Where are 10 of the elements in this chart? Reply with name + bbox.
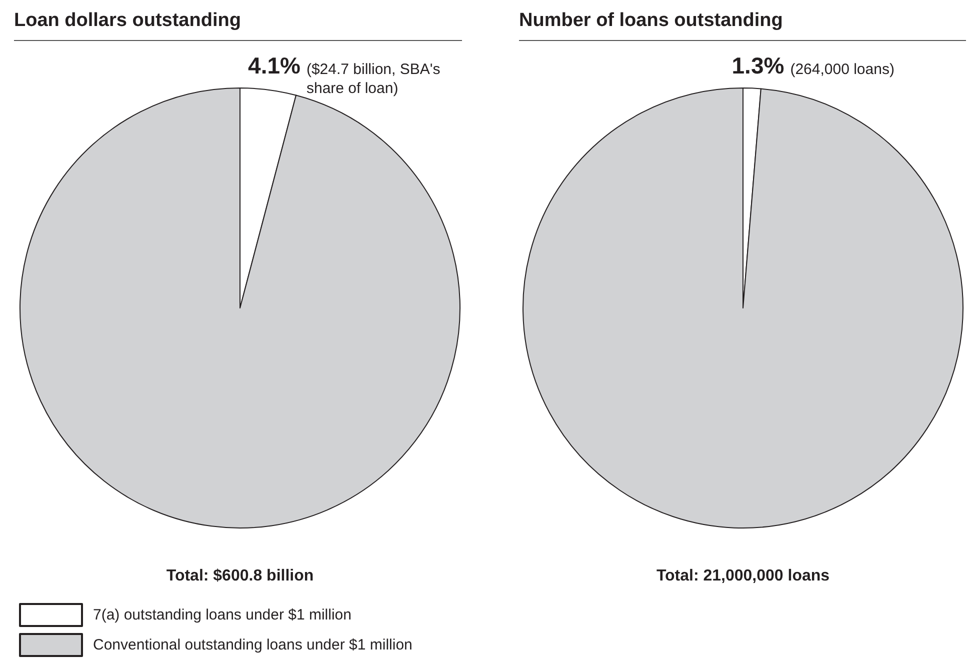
chart-title: Number of loans outstanding bbox=[519, 10, 966, 41]
legend-label: Conventional outstanding loans under $1 million bbox=[93, 636, 412, 654]
data-label: 4.1% bbox=[248, 52, 300, 78]
legend-label: 7(a) outstanding loans under $1 million bbox=[93, 606, 352, 624]
text: (264,000 loans) bbox=[790, 61, 894, 78]
chart-title: Loan dollars outstanding bbox=[14, 10, 462, 41]
data-label: 1.3% bbox=[732, 52, 784, 78]
text: Total: 21,000,000 loans bbox=[656, 568, 830, 584]
text: ($24.7 billion, SBA's share of loan) bbox=[306, 61, 444, 97]
text: Total: $600.8 billion bbox=[166, 568, 314, 584]
